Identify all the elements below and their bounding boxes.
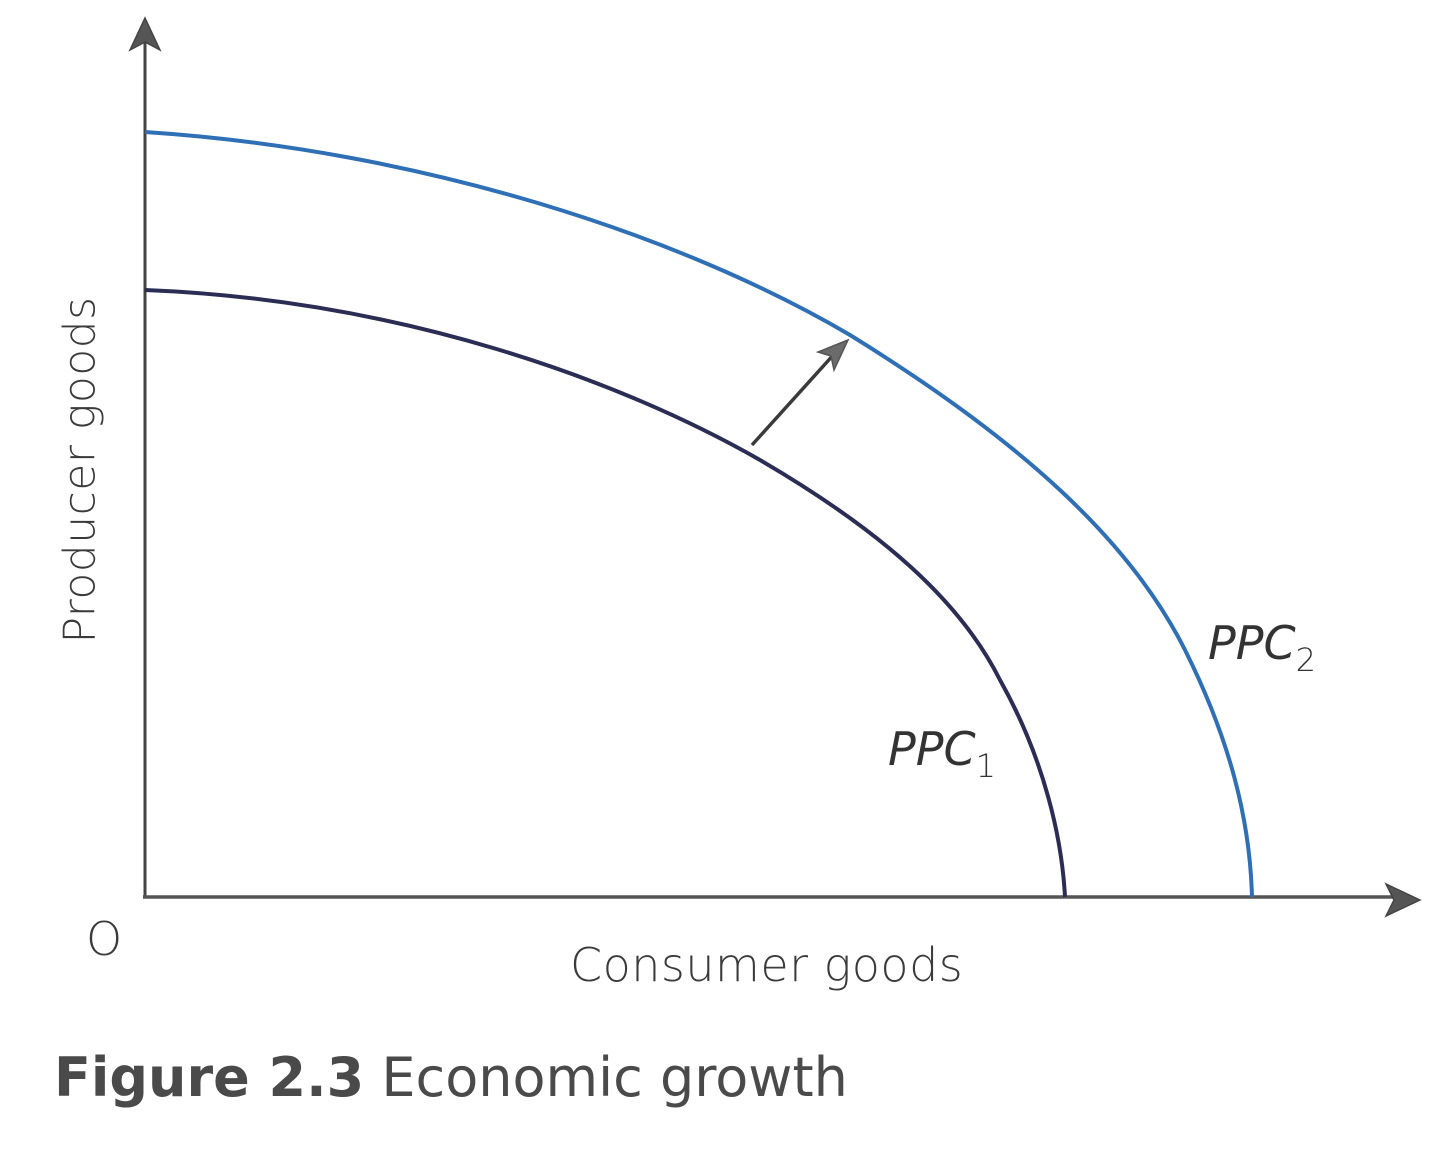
- figure-number: Figure 2.3: [54, 1046, 365, 1109]
- x-axis-label: Consumer goods: [570, 938, 964, 992]
- y-axis: [128, 16, 162, 897]
- ppc2-label: PPC2: [1208, 616, 1316, 679]
- ppc1-label-subscript: 1: [975, 747, 996, 785]
- ppc1-label-text: PPC: [888, 722, 976, 776]
- shift-arrow-icon: [750, 338, 850, 447]
- ppc1-curve: [144, 288, 1067, 898]
- ppc2-curve: [144, 130, 1254, 898]
- x-axis: [143, 882, 1422, 918]
- ppc2-label-subscript: 2: [1295, 641, 1316, 679]
- figure-caption: Figure 2.3 Economic growth: [54, 1046, 848, 1109]
- y-axis-arrowhead-icon: [128, 16, 162, 52]
- origin-label: O: [86, 912, 123, 966]
- figure-title: Economic growth: [381, 1046, 848, 1109]
- ppc2-label-text: PPC: [1208, 616, 1296, 670]
- x-axis-arrowhead-icon: [1384, 882, 1422, 918]
- y-axis-label: Producer goods: [54, 296, 106, 644]
- ppc1-label: PPC1: [888, 722, 996, 785]
